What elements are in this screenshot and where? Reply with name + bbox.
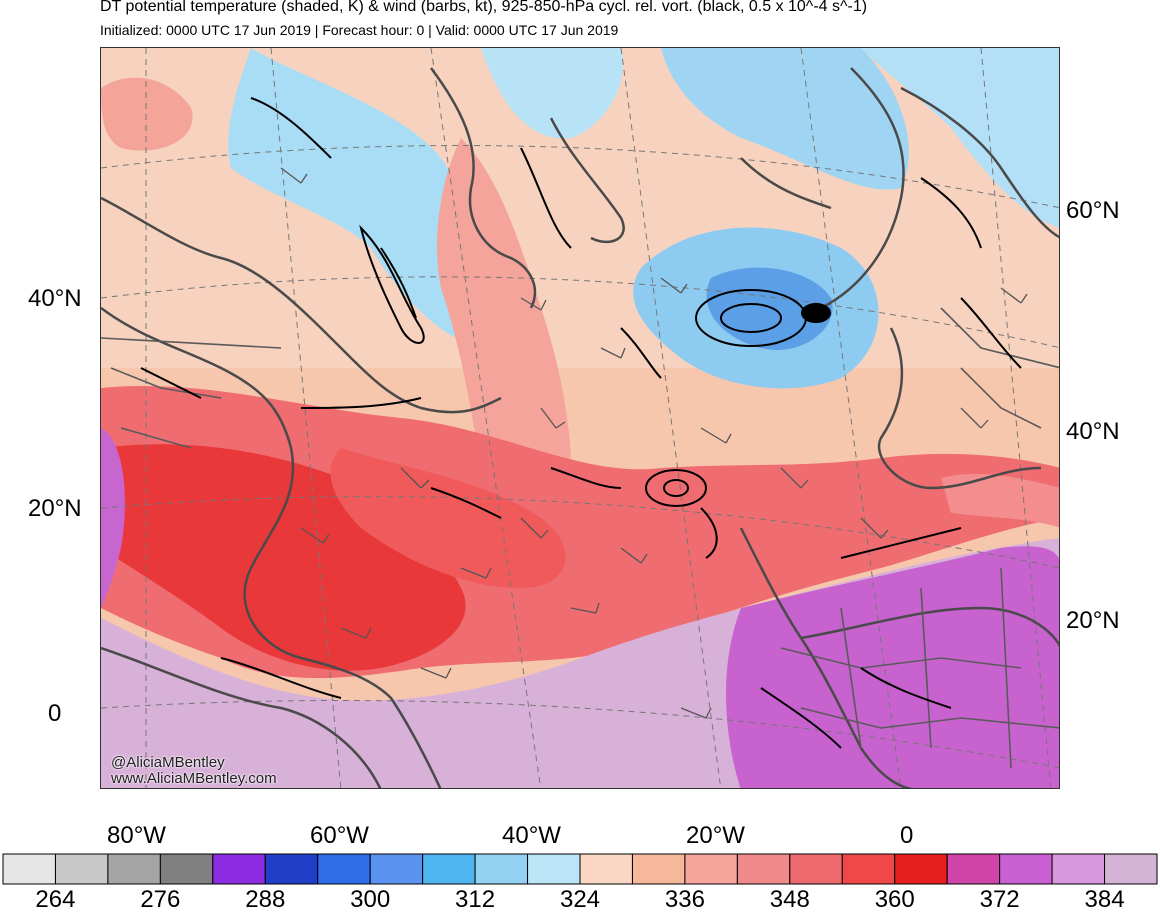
credit-handle: @AliciaMBentley — [111, 754, 225, 771]
colorbar-swatch — [317, 853, 371, 885]
coastlines — [101, 67, 1059, 788]
lon-label-20w: 20°W — [686, 822, 745, 849]
colorbar-swatch — [841, 853, 896, 885]
colorbar-swatch — [999, 853, 1053, 885]
lat-label-right-20n: 20°N — [1066, 607, 1120, 634]
colorbar-swatch — [159, 853, 214, 885]
colorbar-tick-label: 300 — [350, 886, 391, 913]
colorbar-swatch — [264, 853, 319, 885]
colorbar-tick-label: 384 — [1084, 886, 1125, 913]
map-subtitle: Initialized: 0000 UTC 17 Jun 2019 | Fore… — [100, 22, 619, 38]
cool-region-north — [661, 48, 909, 190]
lat-label-left-eq: 0 — [48, 700, 62, 727]
colorbar-tick-label: 336 — [664, 886, 705, 913]
credit-url: www.AliciaMBentley.com — [111, 770, 277, 787]
lon-label-80w: 80°W — [107, 822, 166, 849]
lon-label-0: 0 — [900, 822, 914, 849]
map-panel: @AliciaMBentley www.AliciaMBentley.com — [100, 47, 1060, 789]
wind-barbs — [280, 167, 1028, 719]
warm-tongue — [437, 138, 571, 468]
colorbar-swatch — [2, 853, 56, 885]
colorbar-swatch — [369, 853, 424, 885]
colorbar-swatch — [212, 853, 266, 885]
political-borders — [101, 307, 1059, 769]
colorbar-tick-label: 348 — [769, 886, 810, 913]
map-title: DT potential temperature (shaded, K) & w… — [100, 0, 868, 15]
colorbar-tick-label: 312 — [455, 886, 496, 913]
hot-region-west — [101, 428, 125, 608]
cool-region-greenland — [481, 48, 623, 139]
map-canvas — [101, 48, 1059, 788]
colorbar-swatch — [789, 853, 843, 885]
colorbar-tick-label: 264 — [35, 886, 76, 913]
vorticity-contours — [140, 97, 1022, 749]
colorbar-swatch — [422, 853, 476, 885]
colorbar-swatch — [107, 853, 161, 885]
colorbar-swatch — [894, 853, 948, 885]
colorbar-tick-label: 372 — [979, 886, 1020, 913]
colorbar-tick-label: 324 — [559, 886, 601, 913]
colorbar-tick-label: 360 — [874, 886, 915, 913]
lat-label-right-60n: 60°N — [1066, 197, 1120, 224]
lat-label-right-40n: 40°N — [1066, 418, 1120, 445]
lat-label-left-20n: 20°N — [28, 495, 82, 522]
lon-label-60w: 60°W — [310, 822, 369, 849]
colorbar — [2, 853, 1158, 885]
colorbar-swatch — [474, 853, 529, 885]
warm-patch-nw — [101, 77, 193, 151]
colorbar-tick-label: 288 — [245, 886, 286, 913]
colorbar-swatch — [736, 853, 791, 885]
colorbar-swatch — [1104, 853, 1158, 885]
sahara-heat — [726, 546, 1059, 788]
colorbar-swatch — [684, 853, 738, 885]
colorbar-swatch — [527, 853, 581, 885]
colorbar-swatch — [631, 853, 686, 885]
colorbar-swatch — [54, 853, 109, 885]
lon-label-40w: 40°W — [502, 822, 561, 849]
warm-region-europe — [941, 473, 1059, 528]
colorbar-swatch — [579, 853, 633, 885]
colorbar-tick-label: 276 — [140, 886, 181, 913]
colorbar-swatch — [946, 853, 1001, 885]
hot-region-atlantic — [330, 448, 566, 588]
lat-label-left-40n: 40°N — [28, 285, 82, 312]
colorbar-swatch — [1051, 853, 1106, 885]
